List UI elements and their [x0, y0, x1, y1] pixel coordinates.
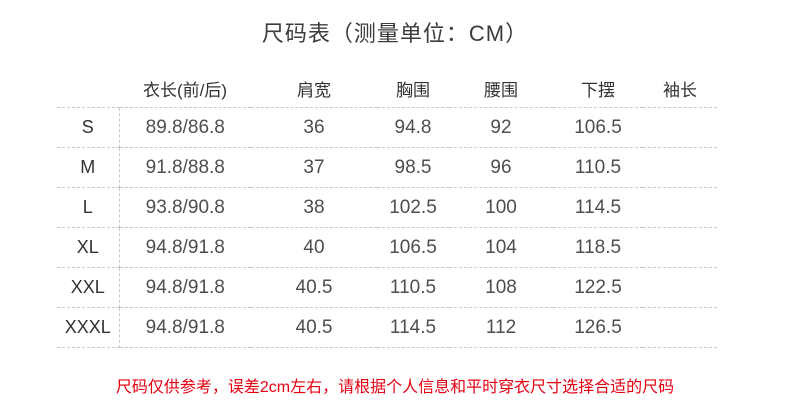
- value-cell: 98.5: [377, 147, 449, 188]
- size-cell: XXXL: [57, 307, 120, 348]
- value-cell: [643, 307, 717, 348]
- size-cell: XL: [57, 227, 120, 268]
- value-cell: 106.5: [377, 227, 449, 268]
- value-cell: [643, 107, 717, 148]
- table-header-row: 衣长(前/后) 肩宽 胸围 腰围 下摆 袖长: [57, 69, 717, 108]
- value-cell: 94.8: [377, 107, 449, 148]
- size-cell: M: [57, 147, 120, 188]
- value-cell: 94.8/91.8: [119, 267, 251, 308]
- table-row-xxxl: XXXL 94.8/91.8 40.5 114.5 112 126.5: [57, 307, 717, 348]
- value-cell: 40.5: [251, 267, 377, 308]
- value-cell: 104: [449, 227, 553, 268]
- value-cell: 40.5: [251, 307, 377, 348]
- header-cell-sleeve: 袖长: [643, 69, 717, 108]
- page-title: 尺码表（测量单位：CM）: [261, 21, 529, 46]
- value-cell: 94.8/91.8: [119, 227, 251, 268]
- value-cell: 89.8/86.8: [119, 107, 251, 148]
- value-cell: 40: [251, 227, 377, 268]
- size-cell: S: [57, 107, 120, 148]
- table-row-xxl: XXL 94.8/91.8 40.5 110.5 108 122.5: [57, 267, 717, 308]
- value-cell: 94.8/91.8: [119, 307, 251, 348]
- header-cell-waist: 腰围: [449, 69, 553, 108]
- header-cell-size: [57, 69, 119, 108]
- value-cell: 122.5: [553, 267, 643, 308]
- table-row-s: S 89.8/86.8 36 94.8 92 106.5: [57, 107, 717, 148]
- value-cell: 91.8/88.8: [119, 147, 251, 188]
- value-cell: 92: [449, 107, 553, 148]
- size-cell: XXL: [57, 267, 120, 308]
- header-cell-bust: 胸围: [377, 69, 449, 108]
- value-cell: 96: [449, 147, 553, 188]
- header-cell-hem: 下摆: [553, 69, 643, 108]
- value-cell: 118.5: [553, 227, 643, 268]
- header-cell-shoulder: 肩宽: [251, 69, 377, 108]
- value-cell: 110.5: [377, 267, 449, 308]
- value-cell: 108: [449, 267, 553, 308]
- value-cell: 37: [251, 147, 377, 188]
- value-cell: [643, 187, 717, 228]
- table-row-xl: XL 94.8/91.8 40 106.5 104 118.5: [57, 227, 717, 268]
- value-cell: 36: [251, 107, 377, 148]
- size-table: 衣长(前/后) 肩宽 胸围 腰围 下摆 袖长 S 89.8/86.8 36 94…: [57, 69, 717, 348]
- value-cell: 38: [251, 187, 377, 228]
- value-cell: 114.5: [377, 307, 449, 348]
- table-row-l: L 93.8/90.8 38 102.5 100 114.5: [57, 187, 717, 228]
- value-cell: 126.5: [553, 307, 643, 348]
- value-cell: [643, 147, 717, 188]
- value-cell: 93.8/90.8: [119, 187, 251, 228]
- value-cell: 106.5: [553, 107, 643, 148]
- size-cell: L: [57, 187, 120, 228]
- value-cell: [643, 227, 717, 268]
- value-cell: 114.5: [553, 187, 643, 228]
- size-disclaimer-note: 尺码仅供参考，误差2cm左右，请根据个人信息和平时穿衣尺寸选择合适的尺码: [115, 379, 675, 396]
- table-row-m: M 91.8/88.8 37 98.5 96 110.5: [57, 147, 717, 188]
- value-cell: 102.5: [377, 187, 449, 228]
- value-cell: 100: [449, 187, 553, 228]
- value-cell: 110.5: [553, 147, 643, 188]
- value-cell: [643, 267, 717, 308]
- value-cell: 112: [449, 307, 553, 348]
- header-cell-length: 衣长(前/后): [119, 69, 251, 108]
